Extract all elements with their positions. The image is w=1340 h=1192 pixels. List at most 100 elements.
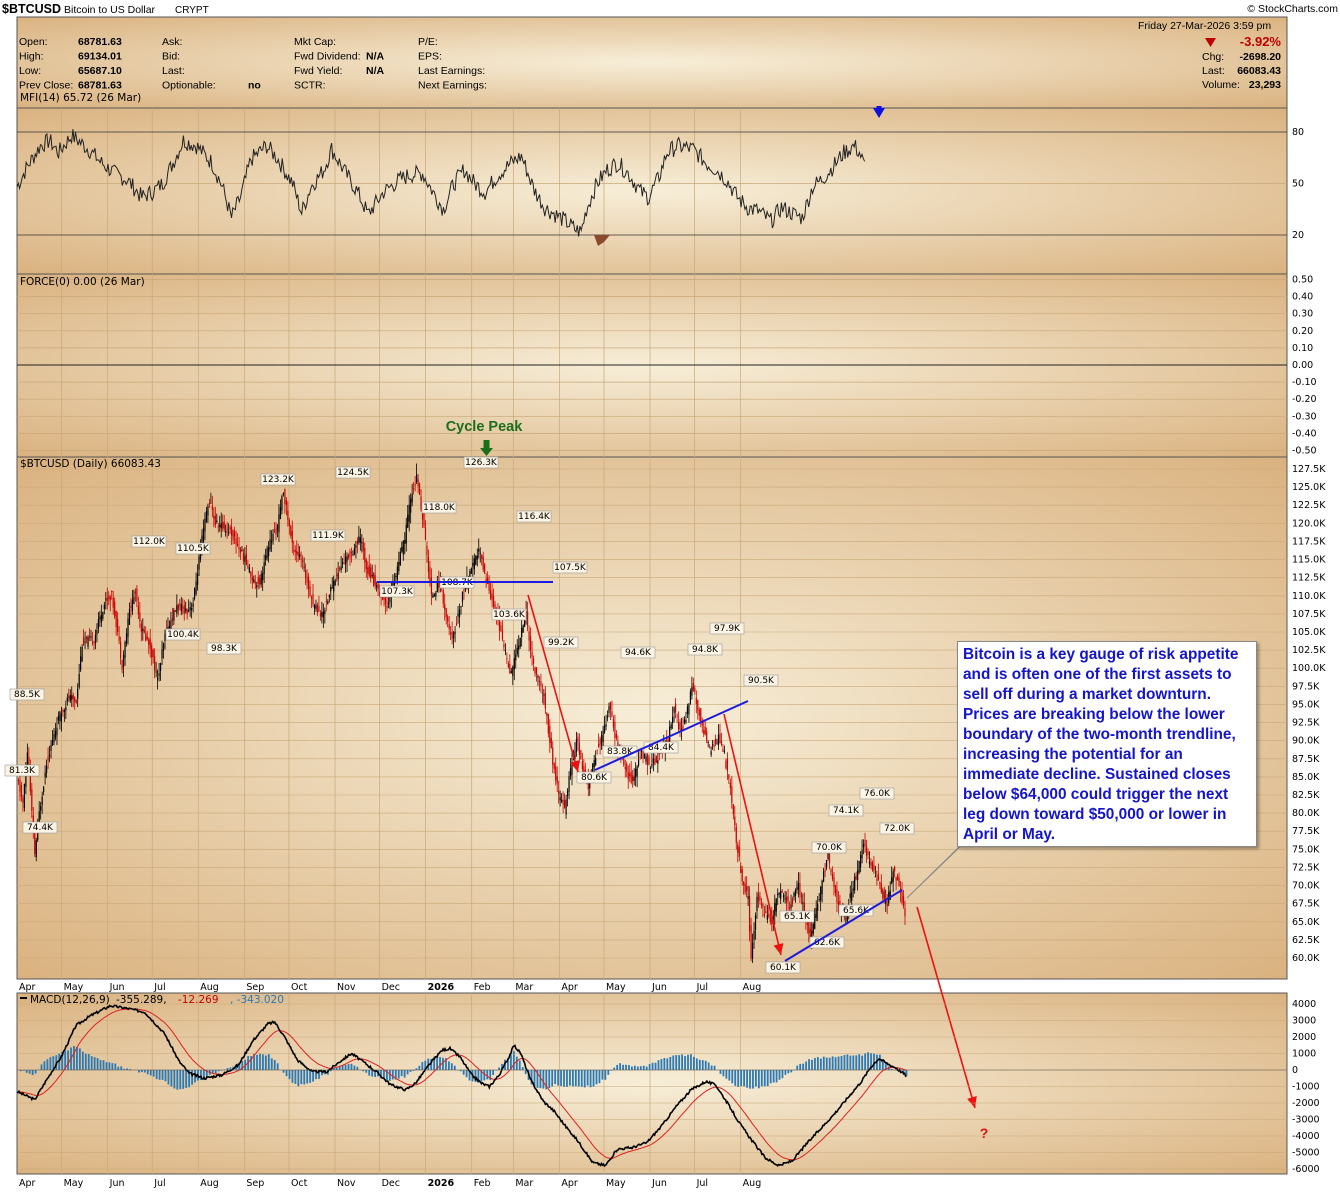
- candle-body: [62, 710, 64, 712]
- candle-body: [601, 735, 603, 746]
- candle-body: [803, 902, 805, 915]
- macd-panel-bg: [16, 992, 1288, 1175]
- macd-hist-bar: [695, 1058, 698, 1070]
- force-tick-label: -0.20: [1292, 394, 1317, 405]
- price-label-text: 110.5K: [177, 544, 210, 554]
- field-value: 68781.63: [78, 36, 122, 48]
- macd-legend-title: MACD(12,26,9): [30, 994, 110, 1006]
- candle-body: [74, 697, 76, 702]
- macd-hist-bar: [442, 1057, 444, 1070]
- candle-body: [220, 523, 222, 529]
- macd-hist-bar: [465, 1070, 468, 1078]
- macd-hist-bar: [28, 1070, 31, 1074]
- macd-hist-bar: [551, 1070, 554, 1087]
- price-label-text: 99.2K: [548, 638, 575, 648]
- macd-hist-bar: [253, 1053, 255, 1070]
- candle-body: [416, 474, 418, 482]
- candle-body: [811, 930, 813, 941]
- macd-hist-bar: [690, 1054, 692, 1070]
- candle-body: [186, 609, 188, 615]
- macd-hist-bar: [563, 1070, 565, 1087]
- macd-hist-bar: [636, 1066, 639, 1070]
- candle-body: [94, 634, 97, 644]
- macd-tick-label: 1000: [1292, 1049, 1316, 1060]
- candle-body: [676, 715, 678, 717]
- candle-body: [712, 744, 714, 746]
- candle-body: [532, 658, 535, 664]
- macd-hist-bar: [194, 1070, 196, 1083]
- candle-body: [828, 854, 831, 864]
- candle-body: [587, 777, 589, 790]
- candle-body: [574, 751, 576, 760]
- price-label-text: 74.1K: [833, 806, 860, 816]
- macd-tick-label: -2000: [1292, 1098, 1320, 1109]
- macd-hist-bar: [374, 1070, 376, 1077]
- macd-hist-bar: [763, 1070, 766, 1087]
- price-data-label: 72.0K: [879, 822, 915, 835]
- candle-body: [38, 811, 40, 825]
- price-label-box: [491, 608, 527, 621]
- month-label-bottom: Nov: [337, 1178, 356, 1189]
- candle-body: [741, 869, 743, 882]
- macd-hist-bar: [849, 1055, 852, 1070]
- macd-hist-bar: [173, 1070, 176, 1089]
- candle-body: [780, 890, 782, 899]
- price-label-text: 90.5K: [748, 676, 775, 686]
- candle-body: [35, 840, 37, 858]
- macd-hist-bar: [462, 1070, 465, 1075]
- candle-body: [31, 789, 33, 811]
- candle-body: [376, 585, 378, 588]
- candle-body: [461, 592, 464, 602]
- candle-body: [677, 722, 680, 730]
- candle-body: [80, 656, 82, 670]
- candle-body: [541, 692, 543, 694]
- candle-body: [239, 548, 242, 553]
- macd-hist-bar: [453, 1065, 456, 1070]
- candle-body: [550, 737, 552, 748]
- candle-body: [518, 645, 520, 650]
- price-tick-label: 122.5K: [1292, 500, 1326, 511]
- candle-body: [485, 578, 487, 582]
- candle-body: [649, 767, 652, 769]
- candle-body: [645, 756, 647, 762]
- macd-hist-bar: [380, 1070, 382, 1079]
- candle-body: [882, 889, 884, 899]
- candle-body: [790, 904, 792, 908]
- candle-body: [324, 610, 326, 614]
- candle-body: [535, 667, 538, 675]
- candle-body: [846, 911, 848, 922]
- macd-hist-bar: [270, 1058, 273, 1070]
- macd-hist-bar: [598, 1070, 601, 1084]
- price-label-text: 84.4K: [648, 743, 675, 753]
- candle-body: [387, 602, 390, 605]
- candle-body: [414, 484, 416, 486]
- candle-body: [577, 736, 579, 743]
- macd-hist-bar: [105, 1062, 108, 1070]
- candle-body: [228, 531, 230, 533]
- candle-body: [208, 503, 210, 505]
- macd-hist-bar: [267, 1054, 270, 1070]
- candle-body: [632, 775, 634, 782]
- macd-hist-bar: [890, 1068, 893, 1070]
- macd-hist-bar: [409, 1070, 412, 1072]
- macd-hist-bar: [256, 1054, 258, 1070]
- price-label-box: [206, 642, 242, 655]
- macd-hist-bar: [672, 1055, 675, 1070]
- candle-body: [834, 885, 837, 894]
- price-tick-label: 70.0K: [1292, 881, 1320, 892]
- candle-body: [815, 907, 817, 919]
- trend-line: [594, 700, 749, 771]
- candle-body: [133, 596, 135, 604]
- candle-body: [350, 552, 353, 554]
- candle-body: [861, 850, 863, 859]
- macd-hist-bar: [542, 1070, 545, 1089]
- macd-hist-bar: [406, 1070, 409, 1075]
- force-tick-label: -0.40: [1292, 428, 1317, 439]
- mfi-tick-label: 20: [1292, 230, 1304, 241]
- candle-body: [143, 629, 145, 633]
- candle-body: [572, 758, 575, 761]
- macd-histogram: [19, 1046, 908, 1090]
- candle-body: [88, 636, 91, 638]
- macd-hist-bar: [574, 1070, 577, 1087]
